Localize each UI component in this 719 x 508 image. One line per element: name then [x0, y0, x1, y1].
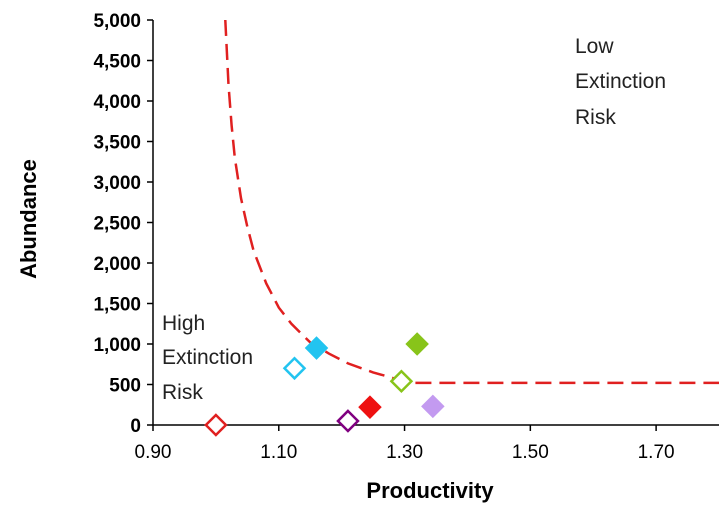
y-tick-label: 1,500 — [93, 295, 141, 316]
data-point — [204, 413, 228, 437]
y-tick-label: 0 — [130, 416, 141, 437]
data-point — [336, 409, 360, 433]
x-axis-ticks: 0.90 1.10 1.30 1.50 1.70 — [135, 425, 675, 463]
x-tick-label: 1.10 — [260, 442, 297, 463]
y-tick-label: 3,500 — [93, 133, 141, 154]
annotation-line: High — [162, 312, 205, 335]
annotation-line: Extinction — [575, 70, 666, 93]
data-point — [421, 394, 445, 419]
y-axis-ticks: 0 500 1,000 1,500 2,000 2,500 3,000 3,500 4,000 4… — [93, 11, 153, 437]
y-tick-label: 2,000 — [93, 254, 141, 275]
y-tick-label: 500 — [109, 376, 141, 397]
y-tick-label: 2,500 — [93, 214, 141, 235]
annotation-line: Low — [575, 35, 614, 58]
data-point — [405, 332, 429, 356]
x-tick-label: 1.30 — [386, 442, 423, 463]
x-tick-label: 0.90 — [135, 442, 172, 463]
y-axis-title: Abundance — [16, 159, 41, 279]
y-tick-label: 3,000 — [93, 173, 141, 194]
y-tick-label: 4,000 — [93, 92, 141, 113]
annotation-high-extinction-risk: High Extinction Risk — [162, 312, 253, 404]
annotation-line: Extinction — [162, 346, 253, 369]
y-tick-label: 4,500 — [93, 52, 141, 73]
threshold-curve — [224, 19, 719, 385]
annotation-line: Risk — [575, 106, 616, 129]
y-tick-label: 1,000 — [93, 335, 141, 356]
data-point — [389, 369, 414, 394]
data-points — [204, 332, 445, 437]
data-point — [304, 336, 329, 360]
x-tick-label: 1.70 — [638, 442, 675, 463]
annotation-line: Risk — [162, 381, 203, 404]
annotation-low-extinction-risk: Low Extinction Risk — [575, 35, 666, 129]
data-point — [358, 395, 382, 419]
x-axis-title: Productivity — [366, 478, 494, 503]
data-point — [282, 356, 307, 381]
y-tick-label: 5,000 — [93, 11, 141, 32]
x-tick-label: 1.50 — [512, 442, 549, 463]
plot-area: 0 500 1,000 1,500 2,000 2,500 3,000 3,500 4,000 4… — [93, 11, 719, 463]
